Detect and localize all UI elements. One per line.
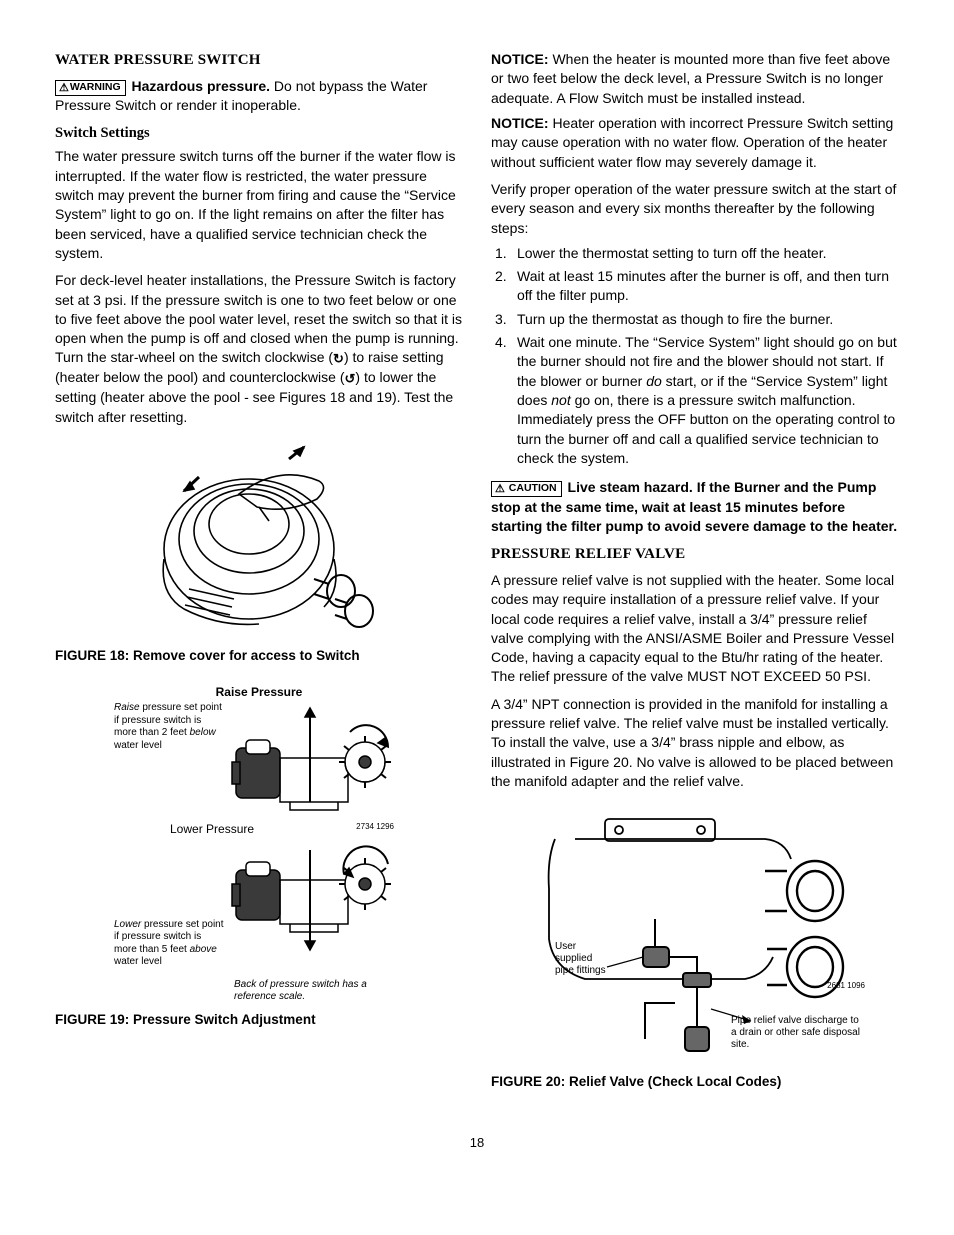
figure-20: User supplied pipe fittings Pipe relief … [515, 799, 875, 1069]
heading-switch-settings: Switch Settings [55, 123, 463, 143]
step-3: Turn up the thermostat as though to fire… [491, 310, 899, 329]
fig19-raise-block: Raise pressure set point if pressure swi… [114, 702, 404, 817]
figure-18 [55, 439, 463, 639]
step-2: Wait at least 15 minutes after the burne… [491, 267, 899, 306]
caution-badge-label: CAUTION [509, 482, 557, 494]
page-number: 18 [55, 1134, 899, 1152]
clockwise-arrow-icon: ↻ [333, 350, 344, 368]
fig20-label-fittings: User supplied pipe fittings [555, 941, 610, 977]
figure-18-illustration [129, 439, 389, 639]
figure-20-caption: FIGURE 20: Relief Valve (Check Local Cod… [491, 1073, 899, 1092]
step4-b: do [646, 373, 662, 389]
notice-1-lead: NOTICE: [491, 51, 549, 67]
fig19-lower-illustration [230, 842, 400, 957]
prv-p2: A 3/4” NPT connection is provided in the… [491, 695, 899, 792]
notice-2-lead: NOTICE: [491, 115, 549, 131]
figure-19-caption: FIGURE 19: Pressure Switch Adjustment [55, 1011, 463, 1030]
figure-19: Raise Pressure Raise pressure set point … [114, 684, 404, 1003]
fig19-footnote: Back of pressure switch has a reference … [234, 979, 404, 1003]
warning-paragraph: ⚠WARNING Hazardous pressure. Do not bypa… [55, 77, 463, 116]
fig20-code: 2681 1096 [827, 981, 865, 991]
counterclockwise-arrow-icon: ↺ [345, 370, 356, 388]
fig19-lower-note-a: Lower [114, 919, 141, 930]
fig19-raise-illustration [230, 702, 400, 817]
notice-2: NOTICE: Heater operation with incorrect … [491, 114, 899, 172]
warning-badge: ⚠WARNING [55, 80, 126, 96]
warning-badge-label: WARNING [70, 81, 121, 93]
switch-settings-p2: For deck-level heater installations, the… [55, 271, 463, 427]
switch-settings-p1: The water pressure switch turns off the … [55, 147, 463, 263]
fig19-lower-header: Lower Pressure [170, 821, 254, 838]
step4-e: go on, there is a pressure switch malfun… [517, 392, 895, 466]
fig19-lower-note-c: above [190, 944, 217, 955]
heading-water-pressure-switch: WATER PRESSURE SWITCH [55, 50, 463, 71]
step-1: Lower the thermostat setting to turn off… [491, 244, 899, 263]
verify-para: Verify proper operation of the water pre… [491, 180, 899, 238]
fig19-raise-note-d: water level [114, 740, 162, 751]
step4-d: not [551, 392, 570, 408]
step-4: Wait one minute. The “Service System” li… [491, 333, 899, 468]
fig20-label-discharge: Pipe relief valve discharge to a drain o… [731, 1015, 861, 1051]
caution-badge: ⚠ CAUTION [491, 481, 562, 497]
notice-2-text: Heater operation with incorrect Pressure… [491, 115, 893, 170]
notice-1: NOTICE: When the heater is mounted more … [491, 50, 899, 108]
figure-18-caption: FIGURE 18: Remove cover for access to Sw… [55, 647, 463, 666]
caution-paragraph: ⚠ CAUTION Live steam hazard. If the Burn… [491, 478, 899, 536]
two-column-layout: WATER PRESSURE SWITCH ⚠WARNING Hazardous… [55, 50, 899, 1110]
fig19-lower-note: Lower pressure set point if pressure swi… [114, 919, 224, 969]
left-column: WATER PRESSURE SWITCH ⚠WARNING Hazardous… [55, 50, 463, 1110]
fig19-raise-header: Raise Pressure [114, 684, 404, 701]
caution-triangle-icon: ⚠ [495, 484, 505, 495]
warning-lead: Hazardous pressure. [132, 78, 271, 94]
fig19-raise-note-c: below [190, 727, 216, 738]
notice-1-text: When the heater is mounted more than fiv… [491, 51, 890, 106]
fig19-raise-note: Raise pressure set point if pressure swi… [114, 702, 224, 752]
verify-steps: Lower the thermostat setting to turn off… [491, 244, 899, 468]
fig19-lower-note-d: water level [114, 956, 162, 967]
fig19-mid-row: Lower Pressure 2734 1296 [114, 821, 404, 838]
fig19-code: 2734 1296 [356, 821, 394, 838]
prv-p1: A pressure relief valve is not supplied … [491, 571, 899, 687]
fig19-raise-note-a: Raise [114, 702, 140, 713]
warning-triangle-icon: ⚠ [59, 83, 69, 94]
heading-pressure-relief-valve: PRESSURE RELIEF VALVE [491, 544, 899, 565]
right-column: NOTICE: When the heater is mounted more … [491, 50, 899, 1110]
